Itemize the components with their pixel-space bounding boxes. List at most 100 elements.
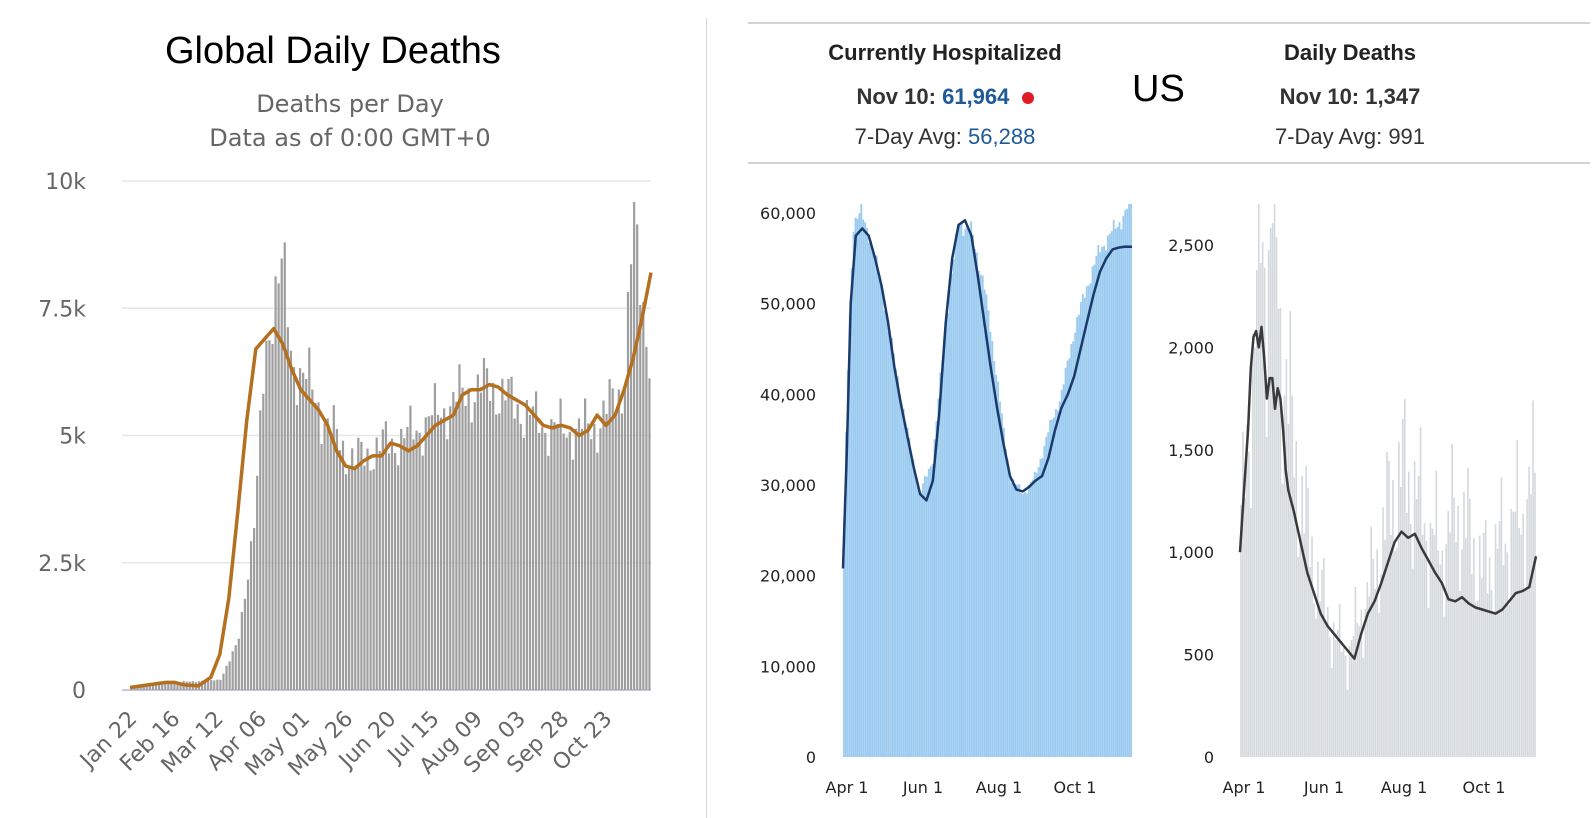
data-bar xyxy=(1252,333,1254,757)
data-bar xyxy=(1078,314,1080,757)
data-bar xyxy=(599,428,602,690)
data-bar xyxy=(562,433,565,690)
data-bar xyxy=(479,392,483,690)
data-bar xyxy=(1455,542,1457,757)
data-bar xyxy=(148,684,152,690)
data-bar xyxy=(1366,581,1369,757)
data-bar xyxy=(1313,603,1315,757)
data-bar xyxy=(1372,558,1374,757)
y-tick-label: 40,000 xyxy=(760,385,816,404)
data-bar xyxy=(1026,493,1028,757)
data-bar xyxy=(862,219,865,758)
data-bar xyxy=(1130,204,1132,757)
data-bar xyxy=(1362,657,1365,757)
data-bar xyxy=(357,437,360,690)
data-bar xyxy=(997,381,1000,757)
data-bar xyxy=(1018,484,1021,757)
data-bar xyxy=(1299,534,1301,757)
data-bar xyxy=(265,340,268,690)
us-deaths-value: 1,347 xyxy=(1365,84,1421,109)
data-bar xyxy=(415,430,418,690)
data-bar xyxy=(1261,241,1264,757)
data-bar xyxy=(507,379,510,690)
data-bar xyxy=(1259,262,1262,757)
data-bar xyxy=(433,383,437,690)
data-bar xyxy=(1108,233,1111,757)
data-bar xyxy=(1080,301,1082,757)
data-bar xyxy=(228,661,231,690)
data-bar xyxy=(854,217,857,757)
hospitalized-avg-value: 56,288 xyxy=(968,124,1036,149)
data-bar xyxy=(937,398,940,757)
data-bar xyxy=(1492,612,1495,757)
data-bar xyxy=(225,665,228,690)
data-bar xyxy=(1437,550,1440,757)
data-bar xyxy=(1476,600,1479,757)
data-bar xyxy=(298,368,302,690)
data-bar xyxy=(1062,384,1065,757)
data-bar xyxy=(584,398,587,690)
data-bar xyxy=(574,428,578,690)
data-bar xyxy=(1512,511,1515,757)
data-bar xyxy=(528,415,532,690)
data-bar xyxy=(1526,499,1528,757)
data-bar xyxy=(1020,493,1023,757)
data-bar xyxy=(1518,528,1521,757)
hospitalized-value: 61,964 xyxy=(942,84,1010,109)
data-bar xyxy=(240,612,243,690)
data-bar xyxy=(1338,603,1341,757)
data-bar xyxy=(929,466,932,757)
data-bar xyxy=(1315,618,1317,757)
data-bar xyxy=(875,255,878,757)
data-bar xyxy=(565,437,568,690)
data-bar xyxy=(1457,505,1459,757)
data-bar xyxy=(1250,507,1252,757)
data-bar xyxy=(1068,358,1071,757)
data-bar xyxy=(430,415,433,690)
data-bar xyxy=(1047,432,1050,757)
data-bar xyxy=(1510,508,1513,757)
data-bar xyxy=(1409,523,1412,757)
data-bar xyxy=(639,304,642,690)
data-bar xyxy=(1514,511,1517,757)
data-bar xyxy=(1467,468,1469,757)
data-bar xyxy=(1070,344,1073,757)
data-bar xyxy=(920,492,922,757)
data-bar xyxy=(1254,347,1256,757)
data-bar xyxy=(1321,569,1323,757)
data-bar xyxy=(1388,460,1390,757)
data-bar xyxy=(1110,231,1113,758)
data-bar xyxy=(513,418,516,690)
bar-series xyxy=(1240,204,1536,758)
data-bar xyxy=(1400,487,1402,757)
data-bar xyxy=(363,465,366,690)
data-bar xyxy=(317,402,320,690)
hospitalized-avg: 7-Day Avg: 56,288 xyxy=(810,124,1080,150)
data-bar xyxy=(1072,341,1075,757)
us-deaths-current: Nov 10: 1,347 xyxy=(1240,84,1460,110)
data-bar xyxy=(645,346,648,690)
data-bar xyxy=(473,402,476,690)
data-bar xyxy=(510,376,513,690)
data-bar xyxy=(158,682,161,690)
data-bar xyxy=(498,413,501,690)
data-bar xyxy=(1041,458,1044,757)
data-bar xyxy=(568,431,571,690)
average-line xyxy=(841,219,1133,569)
data-bar xyxy=(443,408,446,690)
data-bar xyxy=(956,229,959,758)
data-bar xyxy=(1352,636,1355,757)
data-bar xyxy=(1257,204,1260,757)
data-bar xyxy=(1484,520,1487,757)
data-bar xyxy=(1325,623,1327,757)
data-bar xyxy=(292,367,296,690)
data-bar xyxy=(351,448,354,690)
data-bar xyxy=(927,468,930,757)
data-bar xyxy=(323,423,326,690)
data-bar xyxy=(1297,556,1300,757)
data-bar xyxy=(1074,332,1077,757)
data-bar xyxy=(1029,482,1032,757)
data-bar xyxy=(329,433,332,690)
data-bar xyxy=(1037,466,1040,757)
data-bar xyxy=(470,422,473,690)
